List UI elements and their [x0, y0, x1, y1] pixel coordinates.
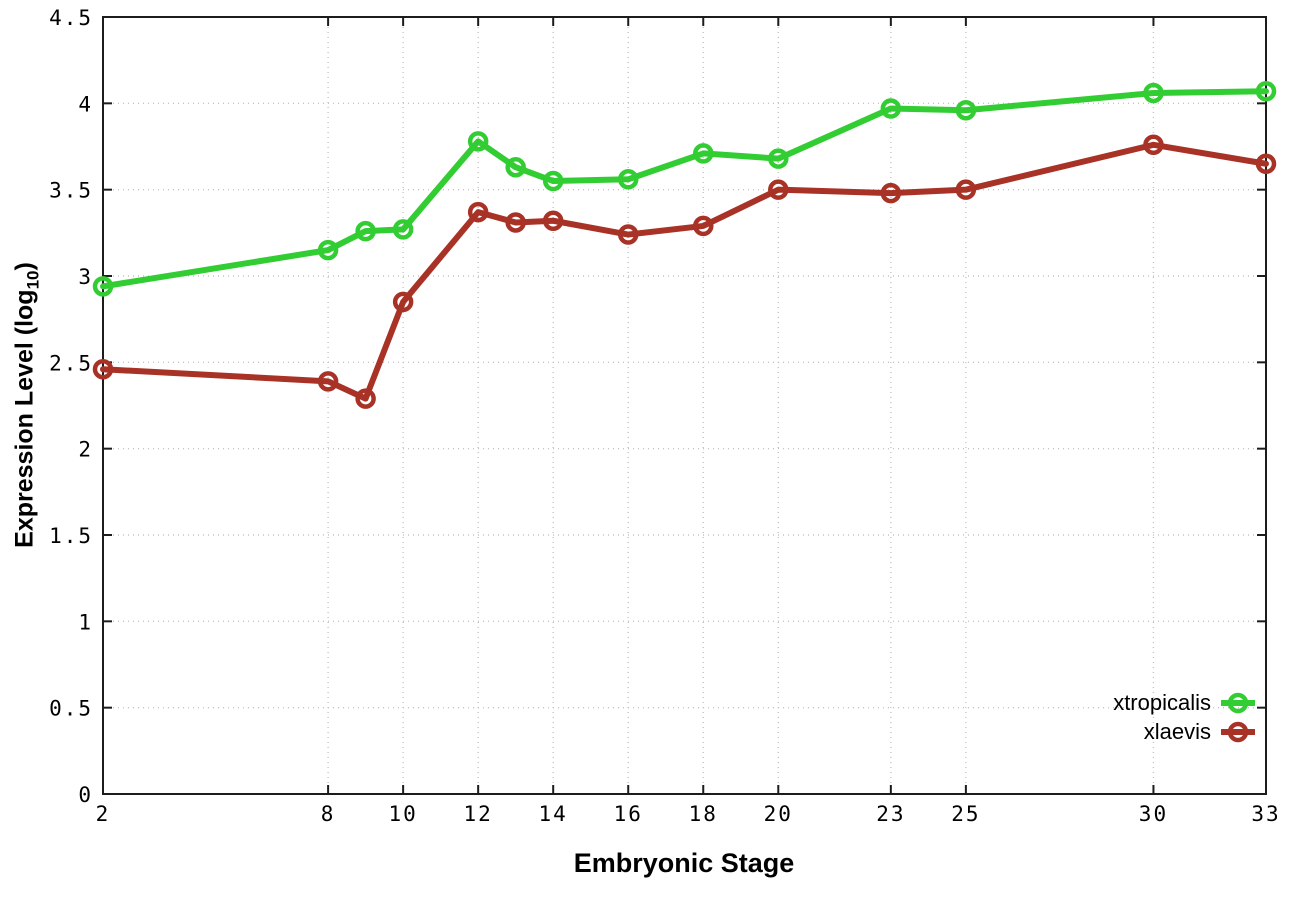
y-axis-title: Expression Level (log10) — [11, 262, 44, 548]
x-tick-label: 18 — [689, 802, 718, 826]
axis-ticks — [102, 16, 1267, 795]
series-xtropicalis-line — [100, 88, 1269, 290]
series-xtropicalis-marker — [617, 169, 639, 190]
plot-border — [102, 16, 1267, 795]
series-xlaevis-marker — [317, 371, 339, 392]
y-tick-label: 4 — [78, 92, 93, 116]
series-xtropicalis-marker — [505, 156, 526, 178]
y-tick-label: 3.5 — [49, 179, 93, 203]
x-tick-label: 2 — [96, 802, 111, 826]
series-xlaevis-marker — [617, 224, 639, 245]
series-xlaevis-marker — [92, 358, 114, 380]
series-xlaevis — [92, 134, 1277, 409]
x-tick-label: 14 — [539, 802, 568, 826]
series-xtropicalis-marker — [467, 131, 489, 152]
legend-marker-xtropicalis-icon — [1221, 692, 1255, 713]
y-tick-label: 0 — [78, 783, 93, 807]
series-xlaevis-line — [100, 141, 1269, 402]
series-xlaevis-marker — [693, 215, 714, 237]
x-tick-label: 8 — [321, 802, 336, 826]
x-tick-label: 20 — [764, 802, 793, 826]
legend: xtropicalis xlaevis — [1113, 688, 1256, 746]
legend-marker-xlaevis-icon — [1221, 721, 1255, 742]
grid — [103, 17, 1266, 794]
x-tick-label: 33 — [1251, 802, 1280, 826]
series-xtropicalis-marker — [955, 99, 977, 121]
y-tick-label: 1 — [78, 610, 93, 634]
series-xlaevis-marker — [505, 212, 526, 233]
series-xlaevis-marker — [542, 210, 564, 231]
series-xtropicalis — [92, 80, 1277, 297]
series-xlaevis-marker — [955, 179, 977, 200]
y-tick-label: 2 — [78, 438, 93, 462]
series-xlaevis-marker — [355, 388, 376, 409]
series-xtropicalis-marker — [355, 220, 376, 242]
y-tick-label: 2.5 — [49, 351, 93, 375]
legend-item-xlaevis: xlaevis — [1113, 717, 1256, 746]
series-xtropicalis-marker — [1255, 80, 1277, 102]
legend-item-xtropicalis: xtropicalis — [1113, 688, 1256, 717]
y-tick-label: 3 — [78, 265, 93, 289]
y-tick-label: 1.5 — [49, 524, 93, 548]
series-xtropicalis-marker — [542, 170, 564, 192]
y-tick-label: 4.5 — [49, 6, 93, 30]
series-xlaevis-marker — [1255, 153, 1277, 175]
x-tick-label: 25 — [951, 802, 980, 826]
series-xlaevis-marker — [392, 291, 414, 313]
legend-label-xtropicalis: xtropicalis — [1113, 689, 1211, 715]
x-tick-label: 16 — [614, 802, 643, 826]
y-tick-label: 0.5 — [49, 697, 93, 721]
series-xtropicalis-marker — [880, 98, 902, 119]
x-axis-title: Embryonic Stage — [573, 848, 795, 878]
y-axis-title-close: ) — [10, 262, 39, 271]
series-xtropicalis-marker — [693, 143, 714, 164]
series-xtropicalis-marker — [317, 239, 339, 261]
series-xtropicalis-marker — [768, 148, 789, 169]
series-xtropicalis-marker — [92, 276, 114, 297]
series-xtropicalis-marker — [392, 219, 414, 240]
series-xtropicalis-marker — [1143, 82, 1164, 104]
series-xlaevis-marker — [467, 201, 489, 223]
x-tick-label: 12 — [464, 802, 493, 826]
series-xlaevis-marker — [1143, 134, 1164, 156]
y-axis-title-subscript: 10 — [23, 270, 43, 290]
series-xlaevis-marker — [768, 179, 789, 200]
x-tick-label: 30 — [1139, 802, 1168, 826]
x-tick-label: 10 — [388, 802, 417, 826]
x-tick-label: 23 — [876, 802, 905, 826]
series-xlaevis-marker — [880, 182, 902, 204]
y-axis-title-text: Expression Level (log — [10, 289, 39, 548]
tick-labels: 2 8 10 12 14 16 18 20 23 25 30 33 0 0.5 1 1.5 2 2.5 3 3.5 4 4… — [49, 6, 1280, 826]
legend-label-xlaevis: xlaevis — [1143, 718, 1211, 744]
